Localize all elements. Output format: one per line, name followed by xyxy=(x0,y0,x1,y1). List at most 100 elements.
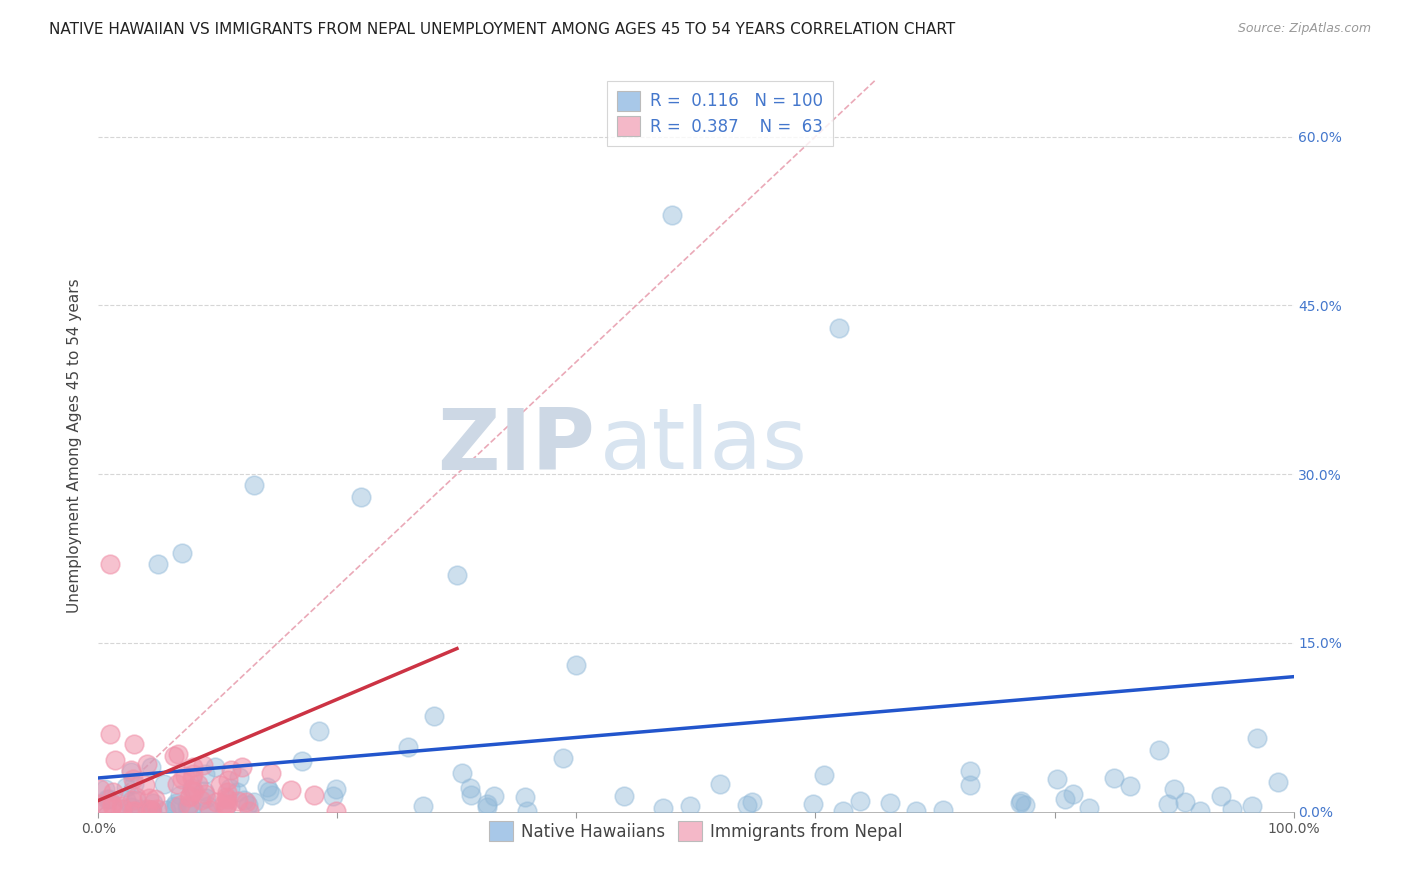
Point xyxy=(197,799,219,814)
Point xyxy=(191,758,214,772)
Point xyxy=(141,803,163,817)
Point xyxy=(1163,782,1185,797)
Point xyxy=(613,789,636,803)
Point xyxy=(709,777,731,791)
Point xyxy=(112,802,135,816)
Point xyxy=(101,797,124,811)
Legend: Native Hawaiians, Immigrants from Nepal: Native Hawaiians, Immigrants from Nepal xyxy=(482,814,910,847)
Point xyxy=(148,557,170,571)
Point xyxy=(177,789,200,804)
Point xyxy=(905,804,928,818)
Point xyxy=(200,803,222,817)
Point xyxy=(97,792,120,806)
Point xyxy=(143,791,166,805)
Point xyxy=(128,802,150,816)
Text: NATIVE HAWAIIAN VS IMMIGRANTS FROM NEPAL UNEMPLOYMENT AMONG AGES 45 TO 54 YEARS : NATIVE HAWAIIAN VS IMMIGRANTS FROM NEPAL… xyxy=(49,22,956,37)
Point xyxy=(228,770,250,784)
Point xyxy=(195,804,218,818)
Text: atlas: atlas xyxy=(600,404,808,488)
Point xyxy=(89,781,111,796)
Point xyxy=(932,803,955,817)
Point xyxy=(1077,801,1099,815)
Point xyxy=(212,797,235,811)
Point xyxy=(163,799,186,814)
Point xyxy=(1010,796,1032,810)
Point xyxy=(304,788,326,802)
Point xyxy=(959,778,981,792)
Point xyxy=(423,709,446,723)
Point xyxy=(214,790,236,805)
Text: Source: ZipAtlas.com: Source: ZipAtlas.com xyxy=(1237,22,1371,36)
Point xyxy=(243,478,266,492)
Point xyxy=(122,777,145,791)
Point xyxy=(235,795,257,809)
Point xyxy=(96,791,118,805)
Point xyxy=(217,784,239,798)
Point xyxy=(180,801,202,815)
Point xyxy=(172,546,194,560)
Point xyxy=(233,792,256,806)
Point xyxy=(1222,802,1244,816)
Point xyxy=(238,804,260,818)
Point xyxy=(513,789,536,804)
Point xyxy=(280,782,302,797)
Point xyxy=(1189,804,1212,818)
Point xyxy=(94,799,117,814)
Point xyxy=(236,798,259,813)
Point xyxy=(139,803,162,817)
Point xyxy=(412,798,434,813)
Point xyxy=(122,772,145,787)
Point xyxy=(1010,794,1032,808)
Point xyxy=(139,760,162,774)
Point xyxy=(215,799,238,814)
Point xyxy=(190,792,212,806)
Point xyxy=(396,740,419,755)
Point xyxy=(204,795,226,809)
Point xyxy=(98,557,122,571)
Point xyxy=(194,767,217,781)
Point xyxy=(959,764,981,778)
Point xyxy=(181,780,204,795)
Point xyxy=(446,568,468,582)
Point xyxy=(180,784,202,798)
Point xyxy=(110,798,132,813)
Point xyxy=(181,767,204,781)
Point xyxy=(124,804,146,818)
Point xyxy=(565,658,588,673)
Point xyxy=(1046,772,1069,787)
Point xyxy=(141,804,163,818)
Point xyxy=(155,803,177,817)
Point xyxy=(136,801,159,815)
Point xyxy=(308,724,330,739)
Point xyxy=(120,800,142,814)
Point xyxy=(451,766,474,780)
Point xyxy=(256,780,278,794)
Point xyxy=(218,780,240,795)
Point xyxy=(138,791,160,805)
Point xyxy=(813,767,835,781)
Point xyxy=(124,737,146,751)
Point xyxy=(145,802,167,816)
Point xyxy=(350,490,373,504)
Point xyxy=(226,794,249,808)
Point xyxy=(325,782,347,797)
Point xyxy=(477,797,499,812)
Point xyxy=(165,796,187,810)
Point xyxy=(194,790,217,805)
Point xyxy=(1246,731,1268,745)
Point xyxy=(163,748,186,763)
Point xyxy=(325,804,347,818)
Point xyxy=(120,764,142,778)
Point xyxy=(1211,789,1233,804)
Point xyxy=(322,789,344,803)
Point xyxy=(482,789,505,803)
Point xyxy=(174,769,197,783)
Point xyxy=(89,797,111,812)
Point xyxy=(181,760,204,774)
Point xyxy=(1062,788,1084,802)
Point xyxy=(231,760,253,774)
Point xyxy=(122,804,145,818)
Point xyxy=(179,798,201,813)
Point xyxy=(551,751,574,765)
Point xyxy=(121,793,143,807)
